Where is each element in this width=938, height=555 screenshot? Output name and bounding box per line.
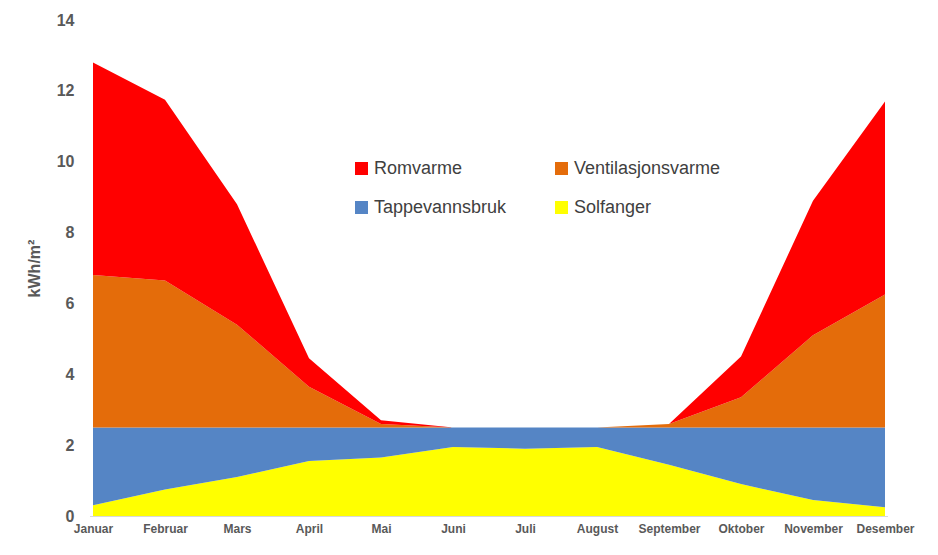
svg-text:August: August: [577, 522, 618, 536]
svg-text:Desember: Desember: [856, 522, 914, 536]
svg-text:Oktober: Oktober: [718, 522, 764, 536]
svg-text:2: 2: [66, 437, 75, 454]
html-text:Ventilasjonsvarme: Ventilasjonsvarme: [574, 158, 721, 178]
svg-text:Januar: Januar: [74, 522, 114, 536]
html-text:Tappevannsbruk: Tappevannsbruk: [374, 197, 507, 217]
html-text:Solfanger: Solfanger: [574, 197, 652, 217]
svg-text:4: 4: [66, 366, 75, 383]
svg-text:November: November: [784, 522, 843, 536]
html-text:Romvarme: Romvarme: [374, 158, 462, 178]
svg-text:September: September: [638, 522, 700, 536]
svg-text:April: April: [296, 522, 323, 536]
svg-text:Februar: Februar: [143, 522, 188, 536]
svg-text:kWh/m²: kWh/m²: [26, 240, 43, 298]
svg-text:Mai: Mai: [371, 522, 391, 536]
svg-text:Mars: Mars: [223, 522, 251, 536]
svg-text:Juli: Juli: [515, 522, 536, 536]
svg-text:0: 0: [66, 508, 75, 525]
svg-text:10: 10: [57, 153, 75, 170]
svg-text:12: 12: [57, 82, 75, 99]
svg-text:6: 6: [66, 295, 75, 312]
svg-text:14: 14: [57, 12, 75, 29]
svg-text:Juni: Juni: [441, 522, 466, 536]
svg-text:8: 8: [66, 224, 75, 241]
